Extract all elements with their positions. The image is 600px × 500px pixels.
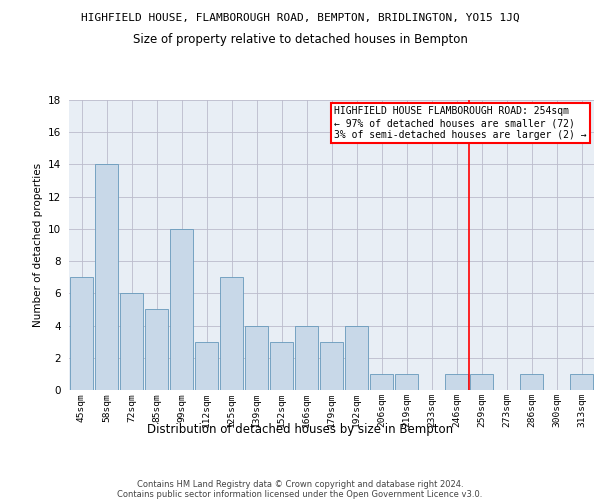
Bar (220, 277, 243, 390)
Bar (445, 374, 468, 390)
Text: Distribution of detached houses by size in Bempton: Distribution of detached houses by size … (147, 422, 453, 436)
Y-axis label: Number of detached properties: Number of detached properties (32, 163, 43, 327)
Bar (70, 277, 93, 390)
Bar (570, 374, 593, 390)
Bar (195, 342, 218, 390)
Bar (320, 342, 343, 390)
Bar (270, 342, 293, 390)
Bar (120, 294, 143, 390)
Bar (295, 326, 318, 390)
Text: HIGHFIELD HOUSE, FLAMBOROUGH ROAD, BEMPTON, BRIDLINGTON, YO15 1JQ: HIGHFIELD HOUSE, FLAMBOROUGH ROAD, BEMPT… (80, 12, 520, 22)
Text: HIGHFIELD HOUSE FLAMBOROUGH ROAD: 254sqm
← 97% of detached houses are smaller (7: HIGHFIELD HOUSE FLAMBOROUGH ROAD: 254sqm… (334, 106, 587, 140)
Bar (95, 164, 118, 390)
Bar (345, 326, 368, 390)
Text: Size of property relative to detached houses in Bempton: Size of property relative to detached ho… (133, 32, 467, 46)
Bar (520, 374, 543, 390)
Bar (170, 229, 193, 390)
Text: Contains HM Land Registry data © Crown copyright and database right 2024.
Contai: Contains HM Land Registry data © Crown c… (118, 480, 482, 500)
Bar (470, 374, 493, 390)
Bar (145, 310, 168, 390)
Bar (245, 326, 268, 390)
Bar (395, 374, 418, 390)
Bar (370, 374, 393, 390)
